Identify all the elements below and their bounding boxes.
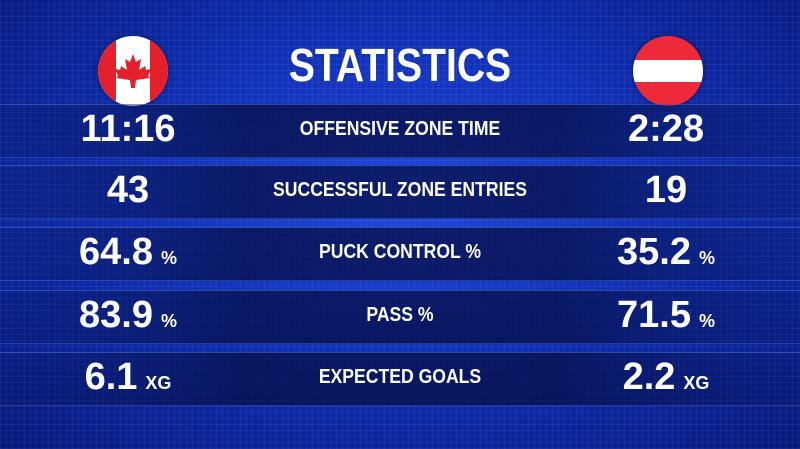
right-unit: %: [698, 311, 715, 331]
right-number: 2:28: [627, 108, 705, 150]
right-value: 2.2 XG: [536, 356, 796, 399]
row-band: [0, 352, 800, 406]
right-value: 35.2%: [536, 231, 796, 274]
right-number: 35.2: [617, 231, 691, 273]
austria-flag: [633, 36, 703, 106]
right-unit: %: [698, 248, 715, 268]
right-value: 19: [536, 169, 796, 212]
right-value: 71.5%: [536, 294, 796, 337]
stat-label: SUCCESSFUL ZONE ENTRIES: [273, 179, 527, 201]
left-number: 11:16: [80, 108, 176, 150]
row-band: [0, 227, 800, 281]
left-number: 6.1: [84, 356, 138, 398]
left-number: 83.9: [79, 294, 153, 336]
left-value: 64.8%: [0, 231, 258, 274]
left-value: 83.9%: [0, 294, 258, 337]
row-band: [0, 165, 800, 219]
left-unit: %: [160, 248, 177, 268]
stat-label: PASS %: [366, 304, 434, 326]
stat-label: OFFENSIVE ZONE TIME: [299, 118, 501, 140]
stat-label: EXPECTED GOALS: [318, 366, 482, 388]
right-number: 19: [644, 169, 688, 211]
left-unit: XG: [145, 373, 172, 393]
right-value: 2:28: [536, 108, 796, 151]
right-number: 71.5: [617, 294, 691, 336]
title: STATISTICS: [288, 39, 512, 91]
left-value: 11:16: [0, 108, 258, 151]
left-number: 43: [106, 169, 150, 211]
left-unit: %: [160, 311, 177, 331]
stat-label: PUCK CONTROL %: [318, 241, 482, 263]
austria-flag-icon: [633, 36, 703, 106]
left-number: 64.8: [79, 231, 153, 273]
row-band: [0, 104, 800, 158]
left-value: 6.1 XG: [0, 356, 258, 399]
row-band: [0, 290, 800, 344]
right-number: 2.2: [622, 356, 676, 398]
right-unit: XG: [683, 373, 710, 393]
left-value: 43: [0, 169, 258, 212]
